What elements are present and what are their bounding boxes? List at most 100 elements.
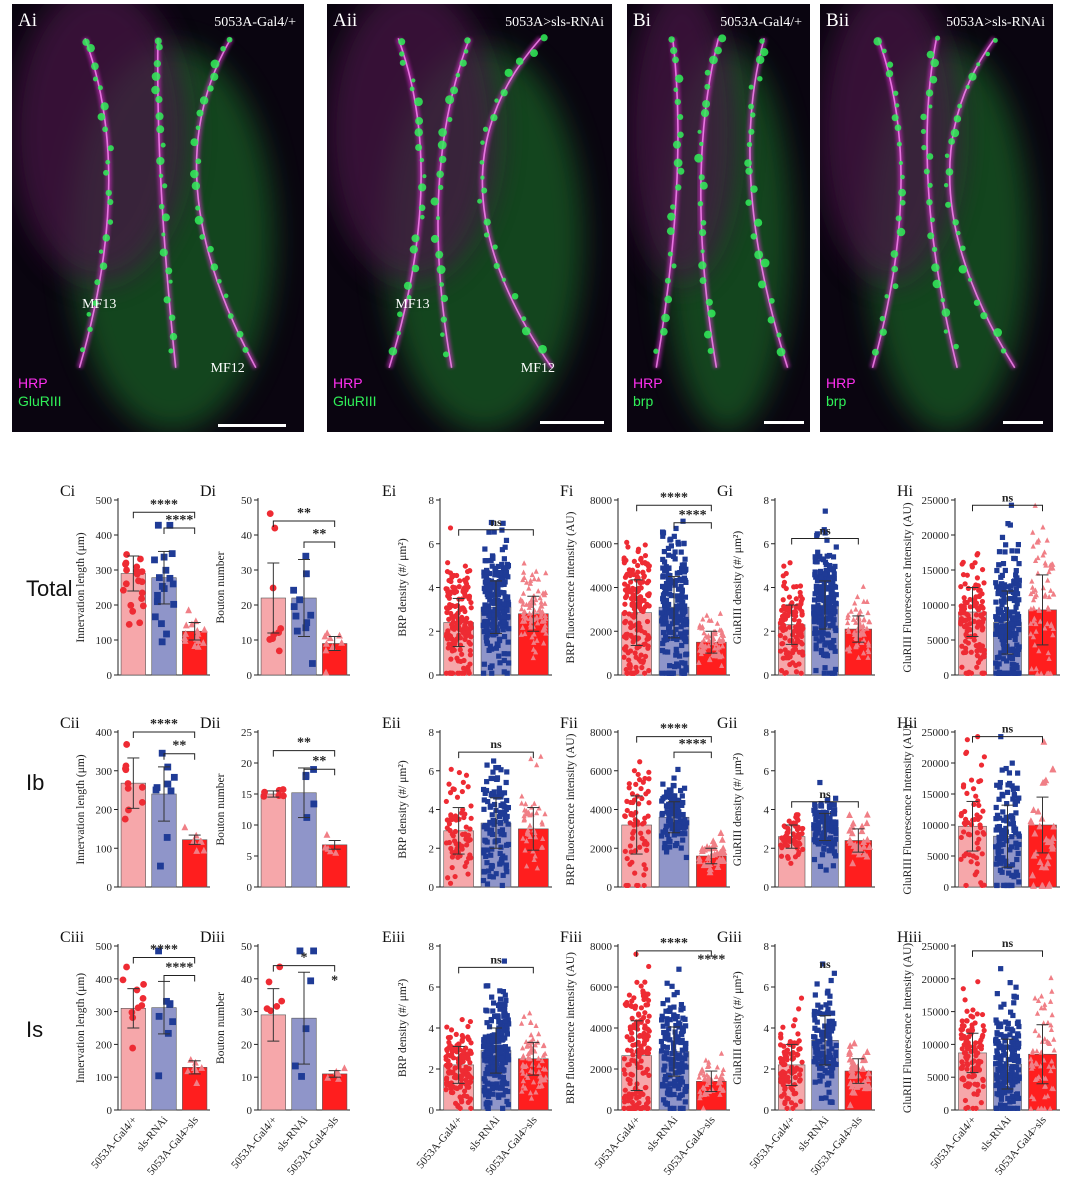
data-point [633, 654, 639, 660]
data-point [538, 599, 544, 605]
data-point [1003, 1019, 1009, 1025]
synaptic-punctum [397, 311, 403, 318]
data-point [830, 621, 836, 627]
data-point [958, 834, 964, 841]
data-point [812, 591, 818, 597]
data-point [978, 762, 985, 768]
data-point [129, 1044, 137, 1052]
data-point [683, 1052, 689, 1058]
synaptic-punctum [703, 330, 712, 339]
data-point [823, 867, 829, 873]
data-point [484, 779, 490, 785]
data-point [831, 970, 837, 976]
significance-bracket [636, 950, 712, 957]
data-point [457, 578, 463, 584]
data-point [670, 553, 677, 559]
data-point [662, 608, 669, 615]
significance-label: **** [150, 942, 178, 957]
data-point [1011, 555, 1017, 562]
data-point [443, 586, 449, 592]
synaptic-punctum [414, 128, 423, 137]
data-point [996, 824, 1002, 830]
data-point [826, 1033, 832, 1039]
data-point [534, 865, 540, 871]
synaptic-punctum [430, 234, 439, 243]
data-point [1013, 810, 1019, 816]
data-point [793, 596, 799, 602]
data-point [855, 654, 862, 660]
data-point [819, 633, 825, 639]
data-point [493, 776, 500, 782]
data-point [980, 605, 986, 611]
data-point [673, 646, 679, 652]
y-tick-label: 0 [607, 882, 613, 894]
data-point [850, 1088, 858, 1096]
data-point [994, 1051, 1000, 1057]
data-point [523, 838, 530, 844]
data-point [1034, 807, 1042, 815]
data-point [492, 566, 498, 572]
data-point [672, 582, 678, 588]
synaptic-punctum [190, 138, 199, 147]
data-point [823, 1058, 829, 1064]
data-point [669, 802, 675, 808]
y-axis-label: BRP fluorescence intensity (AU) [565, 952, 577, 1104]
data-point [166, 574, 174, 582]
data-point [504, 797, 510, 804]
data-point [124, 780, 132, 787]
data-point [490, 1064, 496, 1070]
data-point [644, 618, 651, 625]
data-point [823, 562, 829, 568]
data-point [1034, 1048, 1040, 1054]
data-point [499, 577, 506, 583]
data-point [639, 821, 646, 827]
stain-label-hrp: HRP [826, 375, 856, 391]
data-point [190, 837, 198, 844]
y-tick-label: 25000 [922, 727, 950, 739]
data-point [824, 1010, 831, 1016]
data-point [1014, 1020, 1021, 1027]
data-point [638, 830, 644, 836]
data-point [523, 808, 530, 814]
data-point [524, 863, 530, 869]
data-point [709, 842, 717, 850]
data-point [819, 833, 825, 839]
data-point [302, 552, 310, 560]
synaptic-punctum [673, 158, 683, 168]
data-point [487, 804, 493, 810]
data-point [1046, 1063, 1052, 1069]
data-point [1010, 1043, 1016, 1050]
data-point [1045, 670, 1051, 676]
data-point [672, 549, 678, 555]
synaptic-punctum [220, 45, 226, 52]
data-point [976, 619, 982, 625]
data-point [663, 1008, 669, 1014]
synaptic-punctum [418, 183, 427, 192]
data-point [1044, 859, 1052, 867]
data-point [812, 803, 818, 810]
data-point [536, 1062, 542, 1068]
data-point [660, 781, 666, 787]
data-point [642, 1010, 648, 1016]
data-point [682, 634, 688, 640]
data-point [964, 1046, 970, 1052]
data-point [622, 1071, 628, 1077]
data-point [702, 1089, 708, 1095]
synaptic-punctum [745, 167, 753, 175]
data-point [481, 868, 487, 875]
data-point [967, 627, 973, 633]
data-point [1028, 620, 1034, 626]
data-point [668, 543, 674, 549]
data-point [637, 759, 643, 765]
data-point [527, 614, 534, 621]
data-point [994, 991, 1000, 997]
data-point [781, 838, 787, 844]
data-point [976, 778, 982, 785]
y-tick-label: 0 [764, 670, 770, 682]
data-point [505, 1046, 511, 1052]
data-point [489, 663, 495, 669]
data-point [784, 1105, 790, 1111]
data-point [500, 1074, 507, 1081]
synaptic-punctum [438, 128, 447, 137]
synaptic-punctum [430, 197, 439, 206]
